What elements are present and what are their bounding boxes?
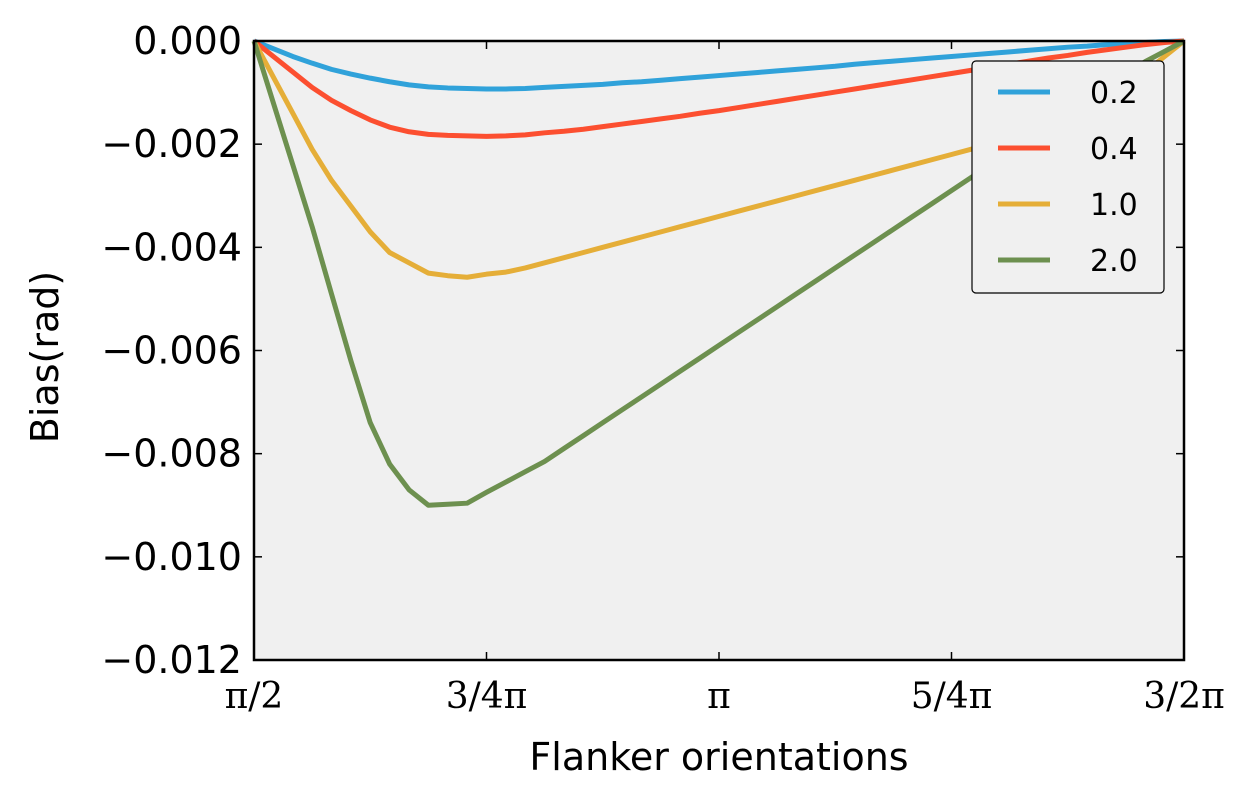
x-tick-label: π/2 [225,676,284,717]
x-axis-label: Flanker orientations [529,735,908,779]
legend-label-0.2: 0.2 [1090,76,1138,111]
y-tick-label: −0.002 [101,122,242,166]
legend-box [971,60,1165,294]
x-axis: π/2 3/4π π 5/4π 3/2π [225,41,1225,717]
y-tick-label: −0.004 [101,225,242,269]
legend-label-2.0: 2.0 [1090,244,1138,279]
x-tick-label: 3/4π [446,676,528,717]
y-tick-label: −0.006 [101,329,242,373]
legend-label-0.4: 0.4 [1090,132,1138,167]
legend-label-1.0: 1.0 [1090,188,1138,223]
x-tick-label: 3/2π [1143,676,1225,717]
y-tick-label: 0.000 [133,19,242,63]
y-tick-label: −0.010 [101,535,242,579]
y-tick-label: −0.012 [101,638,242,682]
y-axis: 0.000 −0.002 −0.004 −0.006 −0.008 −0.010 −0.01… [101,19,1184,682]
y-tick-label: −0.008 [101,432,242,476]
x-tick-label: π [707,676,731,717]
x-tick-label: 5/4π [911,676,993,717]
series-line-0.2 [253,38,1185,92]
legend: 0.2 0.4 1.0 2.0 [971,60,1165,294]
y-axis-label: Bias(rad) [23,271,67,443]
